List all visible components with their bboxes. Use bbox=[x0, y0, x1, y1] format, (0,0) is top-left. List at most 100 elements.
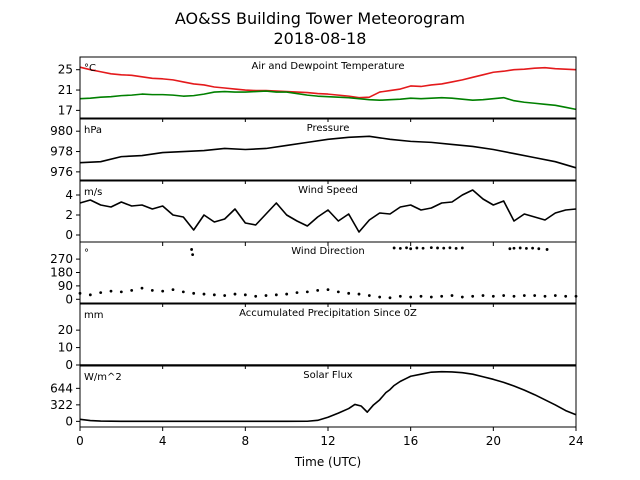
data-point bbox=[454, 247, 458, 250]
data-point bbox=[421, 246, 425, 250]
unit-label: W/m^2 bbox=[84, 372, 122, 383]
figure-date: 2018-08-18 bbox=[274, 29, 367, 48]
data-point bbox=[440, 294, 444, 298]
y-tick-label: 322 bbox=[50, 398, 73, 412]
panel-title: Wind Direction bbox=[291, 246, 365, 257]
data-point bbox=[190, 248, 194, 251]
panel-title: Air and Dewpoint Temperature bbox=[252, 61, 405, 72]
data-point bbox=[409, 247, 413, 251]
y-tick-label: 90 bbox=[58, 279, 73, 293]
data-point bbox=[502, 294, 506, 297]
x-tick-label: 20 bbox=[486, 434, 501, 448]
panel-title: Wind Speed bbox=[298, 185, 358, 196]
data-point bbox=[285, 292, 289, 296]
data-point bbox=[326, 288, 330, 292]
y-tick-label: 0 bbox=[65, 414, 73, 428]
x-tick-label: 4 bbox=[159, 434, 167, 448]
data-point bbox=[223, 294, 227, 297]
data-point bbox=[537, 247, 541, 251]
data-point bbox=[429, 246, 433, 250]
x-tick-label: 16 bbox=[403, 434, 418, 448]
panel-5: 0 322 644 W/m^2 Solar Flux bbox=[50, 365, 577, 431]
data-point bbox=[99, 291, 103, 294]
x-tick-label: 0 bbox=[76, 434, 84, 448]
y-tick-label: 0 bbox=[65, 228, 73, 242]
series-line-0 bbox=[79, 66, 577, 99]
data-point bbox=[415, 246, 419, 250]
data-point bbox=[533, 294, 537, 297]
y-tick-label: 976 bbox=[50, 165, 73, 179]
data-point bbox=[212, 293, 216, 297]
y-tick-label: 25 bbox=[58, 63, 73, 77]
data-point bbox=[388, 296, 392, 300]
unit-label: mm bbox=[84, 310, 103, 321]
data-point bbox=[405, 246, 408, 250]
data-point bbox=[88, 293, 92, 297]
panel-title: Solar Flux bbox=[303, 370, 353, 381]
data-point bbox=[436, 246, 439, 250]
series-line-0 bbox=[79, 135, 577, 169]
unit-label: °C bbox=[84, 63, 96, 74]
panel-title: Pressure bbox=[307, 123, 350, 134]
data-point bbox=[150, 288, 154, 292]
series-line-0 bbox=[79, 370, 577, 423]
data-point bbox=[119, 290, 123, 294]
data-point bbox=[460, 246, 464, 250]
x-axis: 0 4 8 12 16 20 24 bbox=[76, 434, 583, 448]
x-tick-label: 24 bbox=[568, 434, 583, 448]
data-point bbox=[202, 292, 206, 296]
data-point bbox=[264, 294, 268, 297]
data-point bbox=[295, 291, 299, 294]
data-point bbox=[429, 295, 433, 299]
series-line-1 bbox=[79, 90, 577, 111]
data-point bbox=[191, 253, 195, 257]
data-point bbox=[450, 294, 454, 297]
x-tick-label: 12 bbox=[320, 434, 335, 448]
data-point bbox=[367, 294, 371, 297]
data-point bbox=[525, 247, 528, 250]
data-point bbox=[512, 294, 516, 298]
y-tick-label: 644 bbox=[50, 381, 73, 395]
y-tick-label: 978 bbox=[50, 145, 73, 159]
data-point bbox=[409, 295, 413, 299]
y-tick-label: 10 bbox=[58, 341, 73, 355]
data-point bbox=[481, 294, 485, 297]
data-point bbox=[508, 247, 512, 251]
data-point bbox=[398, 247, 402, 250]
data-point bbox=[109, 289, 113, 293]
data-point bbox=[243, 293, 247, 297]
data-point bbox=[192, 291, 196, 295]
y-tick-label: 21 bbox=[58, 83, 73, 97]
data-point bbox=[392, 246, 396, 250]
data-point bbox=[545, 248, 549, 251]
data-point bbox=[336, 290, 340, 294]
data-point bbox=[130, 288, 134, 292]
data-point bbox=[316, 288, 320, 292]
data-point bbox=[233, 292, 237, 296]
data-point bbox=[305, 290, 309, 294]
data-point bbox=[553, 294, 557, 297]
y-tick-label: 20 bbox=[58, 323, 73, 337]
data-point bbox=[491, 294, 495, 298]
data-point bbox=[254, 294, 258, 298]
y-tick-label: 2 bbox=[65, 208, 73, 222]
data-point bbox=[460, 295, 464, 299]
data-point bbox=[531, 246, 534, 250]
data-point bbox=[357, 292, 361, 296]
y-tick-label: 0 bbox=[65, 292, 73, 306]
data-point bbox=[419, 294, 423, 298]
data-point bbox=[378, 295, 382, 299]
data-point bbox=[171, 288, 175, 292]
data-point bbox=[512, 246, 516, 250]
y-tick-label: 4 bbox=[65, 188, 73, 202]
y-tick-label: 0 bbox=[65, 358, 73, 372]
data-point bbox=[347, 291, 351, 295]
unit-label: ° bbox=[84, 248, 89, 259]
data-point bbox=[274, 293, 278, 297]
panel-4: 0 10 20 mm Accumulated Precipitation Since 0… bbox=[58, 303, 577, 372]
figure-title: AO&SS Building Tower Meteorogram bbox=[175, 9, 465, 28]
